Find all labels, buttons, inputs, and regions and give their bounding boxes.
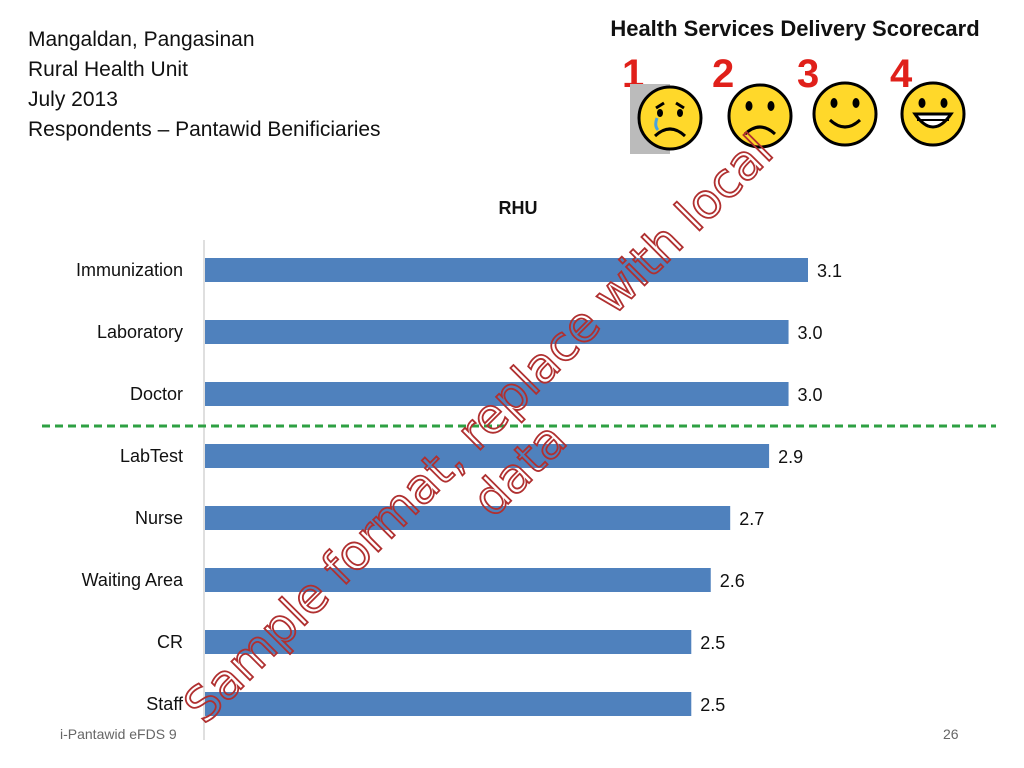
- page-number: 26: [943, 726, 959, 742]
- bar-laboratory: [205, 320, 789, 344]
- smiling-face-icon: [812, 81, 878, 147]
- bar-waiting-area: [205, 568, 711, 592]
- bar-nurse: [205, 506, 731, 530]
- category-label: LabTest: [120, 446, 183, 466]
- category-label: CR: [157, 632, 183, 652]
- facility-text: Rural Health Unit: [28, 58, 188, 81]
- sad-face-icon: [727, 83, 793, 149]
- score-number-4: 4: [890, 52, 913, 96]
- category-label: Doctor: [130, 384, 183, 404]
- bars-group: Immunization 3.1 Laboratory 3.0 Doctor 3.0 Lab…: [76, 258, 842, 716]
- value-label: 2.7: [739, 509, 764, 529]
- value-label: 3.0: [798, 385, 823, 405]
- respondents-text: Respondents – Pantawid Benificiaries: [28, 118, 381, 141]
- value-label: 2.6: [720, 571, 745, 591]
- value-label: 3.1: [817, 261, 842, 281]
- category-label: Laboratory: [97, 322, 183, 342]
- category-label: Nurse: [135, 508, 183, 528]
- bar-immunization: [205, 258, 808, 282]
- category-label: Staff: [146, 694, 184, 714]
- bar-labtest: [205, 444, 770, 468]
- bar-cr: [205, 630, 692, 654]
- value-label: 3.0: [798, 323, 823, 343]
- scorecard-title: Health Services Delivery Scorecard: [610, 16, 980, 41]
- category-label: Waiting Area: [82, 570, 184, 590]
- value-label: 2.9: [778, 447, 803, 467]
- footer-source: i-Pantawid eFDS 9: [60, 726, 177, 742]
- grinning-face-icon: [900, 81, 966, 147]
- bar-staff: [205, 692, 692, 716]
- date-text: July 2013: [28, 88, 118, 111]
- score-number-3: 3: [797, 52, 820, 96]
- chart-title: RHU: [499, 198, 538, 218]
- value-label: 2.5: [700, 633, 725, 653]
- score-number-2: 2: [712, 52, 735, 96]
- crying-face-icon: [630, 84, 703, 154]
- scorecard-faces: [630, 81, 966, 154]
- value-label: 2.5: [700, 695, 725, 715]
- bar-doctor: [205, 382, 789, 406]
- location-text: Mangaldan, Pangasinan: [28, 28, 255, 51]
- category-label: Immunization: [76, 260, 183, 280]
